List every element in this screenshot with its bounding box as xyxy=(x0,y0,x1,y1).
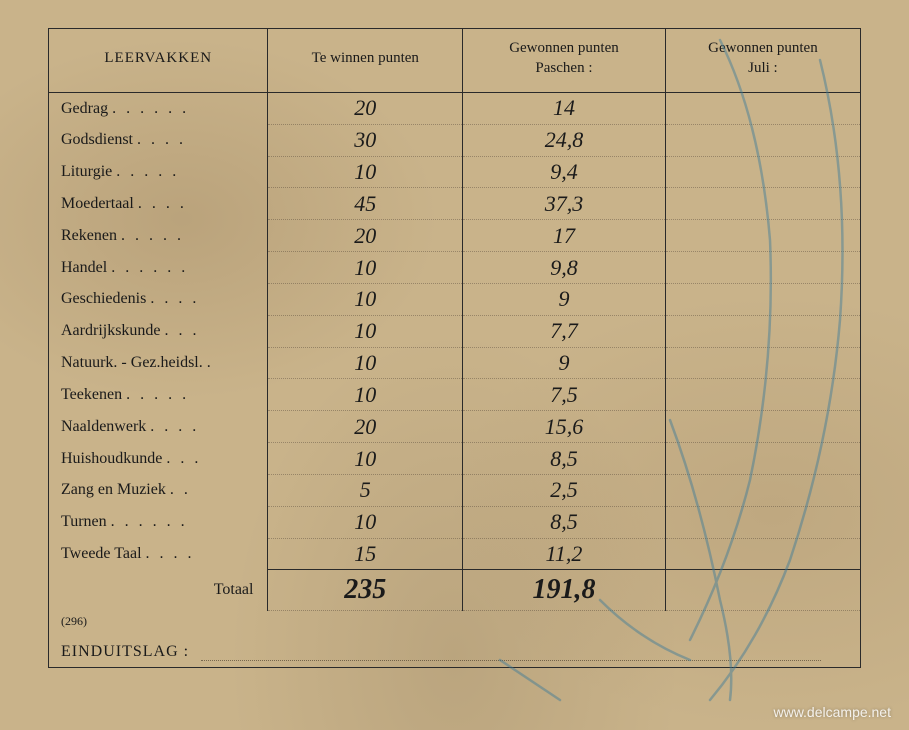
paschen-points: 2,5 xyxy=(475,477,653,503)
max-points: 45 xyxy=(280,191,450,217)
max-points: 30 xyxy=(280,127,450,153)
table-row: Rekenen. . . . . 20 17 xyxy=(49,220,860,252)
table-row: Huishoudkunde. . . 10 8,5 xyxy=(49,443,860,475)
leader-dots: . xyxy=(203,354,214,371)
paschen-points: 17 xyxy=(475,223,653,249)
paschen-points: 9 xyxy=(475,350,653,376)
leader-dots: . . . . . xyxy=(112,163,179,180)
table-row: Turnen. . . . . . 10 8,5 xyxy=(49,506,860,538)
leader-dots: . . . . xyxy=(146,290,199,307)
leader-dots: . . . . . . xyxy=(108,100,189,117)
subject-label: Tweede Taal. . . . xyxy=(61,545,195,562)
subject-label: Godsdienst. . . . xyxy=(61,131,186,148)
max-points: 10 xyxy=(280,286,450,312)
leader-dots: . . . . xyxy=(142,545,195,562)
paschen-points: 14 xyxy=(475,95,653,121)
header-row: LEERVAKKEN Te winnen punten Gewonnen pun… xyxy=(49,29,860,93)
leader-dots: . . . . xyxy=(133,131,186,148)
header-paschen-l2: Paschen : xyxy=(535,60,592,76)
leader-dots: . . . . . . xyxy=(107,259,188,276)
table-row: Godsdienst. . . . 30 24,8 xyxy=(49,124,860,156)
max-points: 10 xyxy=(280,159,450,185)
table-row: Aardrijkskunde. . . 10 7,7 xyxy=(49,315,860,347)
leader-dots: . . . xyxy=(161,322,200,339)
total-max: 235 xyxy=(280,574,450,606)
subject-label: Huishoudkunde. . . xyxy=(61,450,201,467)
paschen-points: 8,5 xyxy=(475,446,653,472)
paschen-points: 24,8 xyxy=(475,127,653,153)
max-points: 10 xyxy=(280,446,450,472)
header-subjects: LEERVAKKEN xyxy=(49,29,268,93)
leader-dots: . . xyxy=(166,481,191,498)
subject-label: Geschiedenis. . . . xyxy=(61,290,199,307)
total-label: Totaal xyxy=(214,581,254,598)
subject-label: Liturgie. . . . . xyxy=(61,163,179,180)
header-juli-l1: Gewonnen punten xyxy=(708,40,818,56)
table-row: Teekenen. . . . . 10 7,5 xyxy=(49,379,860,411)
footer-row: (296) EINDUITSLAG : xyxy=(49,610,860,667)
leader-dots: . . . . . . xyxy=(107,513,188,530)
form-number: (296) xyxy=(61,614,87,629)
subject-label: Zang en Muziek. . xyxy=(61,481,191,498)
subject-label: Rekenen. . . . . xyxy=(61,227,184,244)
table-row: Geschiedenis. . . . 10 9 xyxy=(49,283,860,315)
paschen-points: 7,5 xyxy=(475,382,653,408)
leader-dots: . . . . . xyxy=(122,386,189,403)
leader-dots: . . . . xyxy=(134,195,187,212)
subject-label: Gedrag. . . . . . xyxy=(61,100,189,117)
watermark: www.delcampe.net xyxy=(773,704,891,720)
subject-label: Handel. . . . . . xyxy=(61,259,188,276)
max-points: 10 xyxy=(280,509,450,535)
header-paschen: Gewonnen punten Paschen : xyxy=(463,29,666,93)
max-points: 10 xyxy=(280,382,450,408)
paschen-points: 15,6 xyxy=(475,414,653,440)
max-points: 15 xyxy=(280,541,450,567)
table-row: Liturgie. . . . . 10 9,4 xyxy=(49,156,860,188)
max-points: 5 xyxy=(280,477,450,503)
subject-label: Turnen. . . . . . xyxy=(61,513,188,530)
table-row: Gedrag. . . . . . 20 14 xyxy=(49,93,860,125)
max-points: 10 xyxy=(280,350,450,376)
table-row: Tweede Taal. . . . 15 11,2 xyxy=(49,538,860,570)
max-points: 20 xyxy=(280,414,450,440)
header-juli-l2: Juli : xyxy=(748,60,778,76)
subject-label: Aardrijkskunde. . . xyxy=(61,322,200,339)
table-row: Moedertaal. . . . 45 37,3 xyxy=(49,188,860,220)
max-points: 10 xyxy=(280,255,450,281)
einduitslag-line xyxy=(201,660,821,661)
table-row: Natuurk. - Gez.heidsl.. 10 9 xyxy=(49,347,860,379)
subject-label: Teekenen. . . . . xyxy=(61,386,189,403)
paschen-points: 8,5 xyxy=(475,509,653,535)
paschen-points: 9 xyxy=(475,286,653,312)
paschen-points: 9,8 xyxy=(475,255,653,281)
max-points: 20 xyxy=(280,95,450,121)
paschen-points: 37,3 xyxy=(475,191,653,217)
grades-table: LEERVAKKEN Te winnen punten Gewonnen pun… xyxy=(49,29,860,667)
table-row: Zang en Muziek. . 5 2,5 xyxy=(49,474,860,506)
max-points: 10 xyxy=(280,318,450,344)
total-got: 191,8 xyxy=(475,574,653,606)
subject-label: Naaldenwerk. . . . xyxy=(61,418,199,435)
leader-dots: . . . . xyxy=(146,418,199,435)
paschen-points: 11,2 xyxy=(475,541,653,567)
total-row: Totaal 235 191,8 xyxy=(49,570,860,610)
table-row: Handel. . . . . . 10 9,8 xyxy=(49,252,860,284)
subject-label: Moedertaal. . . . xyxy=(61,195,187,212)
paschen-points: 7,7 xyxy=(475,318,653,344)
header-max-points: Te winnen punten xyxy=(268,29,463,93)
paschen-points: 9,4 xyxy=(475,159,653,185)
table-row: Naaldenwerk. . . . 20 15,6 xyxy=(49,411,860,443)
header-paschen-l1: Gewonnen punten xyxy=(509,40,619,56)
leader-dots: . . . xyxy=(162,450,201,467)
subject-label: Natuurk. - Gez.heidsl.. xyxy=(61,354,214,371)
header-juli: Gewonnen punten Juli : xyxy=(665,29,860,93)
max-points: 20 xyxy=(280,223,450,249)
report-card: LEERVAKKEN Te winnen punten Gewonnen pun… xyxy=(48,28,861,668)
leader-dots: . . . . . xyxy=(117,227,184,244)
einduitslag-label: EINDUITSLAG : xyxy=(61,643,189,660)
